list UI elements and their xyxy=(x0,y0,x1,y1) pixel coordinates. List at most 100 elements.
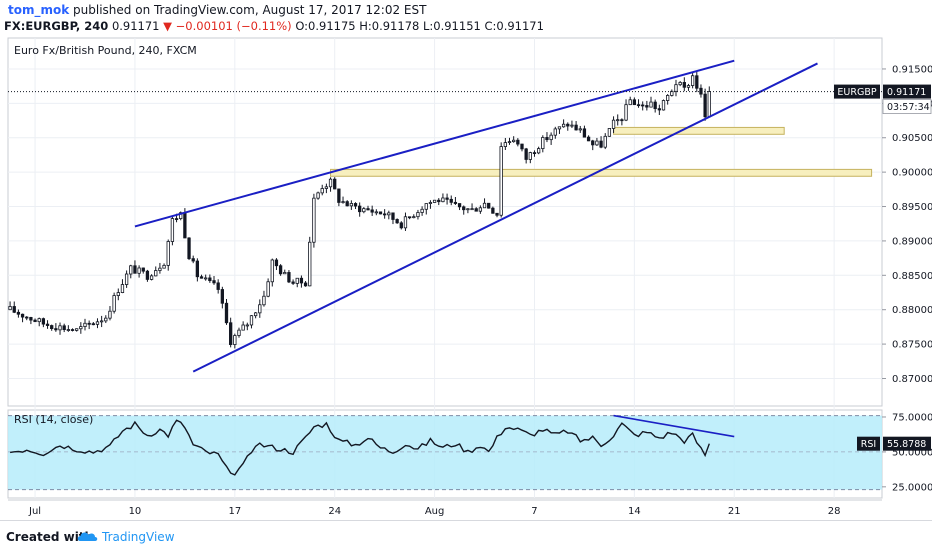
chart-canvas[interactable]: 0.915000.910000.905000.900000.895000.890… xyxy=(0,36,932,520)
candle-body[interactable] xyxy=(270,259,274,283)
candle-body[interactable] xyxy=(599,140,603,148)
candle-body[interactable] xyxy=(341,201,345,204)
tradingview-brand[interactable]: TradingView xyxy=(102,530,175,544)
candle-body[interactable] xyxy=(154,270,158,277)
candle-body[interactable] xyxy=(678,82,682,86)
candle-body[interactable] xyxy=(603,135,607,148)
candle-body[interactable] xyxy=(137,267,141,274)
candle-body[interactable] xyxy=(491,207,495,214)
candle-body[interactable] xyxy=(124,273,129,285)
candle-body[interactable] xyxy=(33,319,37,323)
candle-body[interactable] xyxy=(108,310,112,319)
candle-body[interactable] xyxy=(274,259,279,267)
candle-body[interactable] xyxy=(212,280,216,284)
candle-body[interactable] xyxy=(586,136,591,142)
candle-body[interactable] xyxy=(466,208,470,211)
candle-body[interactable] xyxy=(424,203,428,210)
candle-body[interactable] xyxy=(20,313,25,318)
candle-body[interactable] xyxy=(158,267,162,271)
candle-body[interactable] xyxy=(703,93,707,118)
candle-body[interactable] xyxy=(8,306,12,311)
candle-body[interactable] xyxy=(507,141,512,144)
candle-body[interactable] xyxy=(437,199,441,203)
candle-body[interactable] xyxy=(54,328,58,331)
candle-body[interactable] xyxy=(133,265,137,274)
candle-body[interactable] xyxy=(262,295,266,306)
candle-body[interactable] xyxy=(428,202,433,204)
wedge-trendline[interactable] xyxy=(192,62,818,373)
price-pane[interactable] xyxy=(7,37,883,407)
candle-body[interactable] xyxy=(187,237,191,260)
candle-body[interactable] xyxy=(653,101,657,110)
candle-body[interactable] xyxy=(674,84,678,92)
candle-body[interactable] xyxy=(174,218,179,220)
candle-body[interactable] xyxy=(595,140,599,146)
candle-body[interactable] xyxy=(162,264,166,269)
candle-body[interactable] xyxy=(482,202,487,209)
candle-body[interactable] xyxy=(378,211,383,215)
candle-body[interactable] xyxy=(12,306,16,313)
candle-body[interactable] xyxy=(79,326,83,330)
candle-body[interactable] xyxy=(487,202,491,209)
candle-body[interactable] xyxy=(524,148,528,160)
candle-body[interactable] xyxy=(149,275,154,280)
candle-body[interactable] xyxy=(253,312,258,317)
candle-body[interactable] xyxy=(50,325,54,329)
candle-body[interactable] xyxy=(95,321,100,325)
candle-body[interactable] xyxy=(120,284,125,293)
candle-body[interactable] xyxy=(308,241,312,287)
candle-body[interactable] xyxy=(536,148,541,154)
candle-body[interactable] xyxy=(578,128,582,131)
candle-body[interactable] xyxy=(41,318,46,325)
candle-body[interactable] xyxy=(574,124,578,131)
candle-body[interactable] xyxy=(611,119,616,129)
candle-body[interactable] xyxy=(420,208,424,213)
candle-body[interactable] xyxy=(499,146,503,216)
candle-body[interactable] xyxy=(591,140,595,146)
candle-body[interactable] xyxy=(316,192,320,199)
candle-body[interactable] xyxy=(387,212,391,216)
candle-body[interactable] xyxy=(532,152,537,155)
candle-body[interactable] xyxy=(353,203,358,207)
candle-body[interactable] xyxy=(349,203,354,207)
candle-body[interactable] xyxy=(682,82,686,88)
candle-body[interactable] xyxy=(561,123,566,128)
candle-body[interactable] xyxy=(399,222,403,229)
candle-body[interactable] xyxy=(70,329,75,331)
rsi-divergence-line[interactable] xyxy=(613,414,735,438)
candle-body[interactable] xyxy=(25,316,29,319)
candle-body[interactable] xyxy=(245,324,249,327)
candle-body[interactable] xyxy=(666,95,670,101)
candle-body[interactable] xyxy=(441,197,445,203)
candle-body[interactable] xyxy=(66,329,70,331)
candle-body[interactable] xyxy=(690,75,695,86)
candle-body[interactable] xyxy=(649,101,653,108)
support-zone[interactable] xyxy=(613,126,785,135)
candle-body[interactable] xyxy=(166,241,170,266)
candle-body[interactable] xyxy=(512,139,516,143)
candle-body[interactable] xyxy=(87,322,91,325)
candle-body[interactable] xyxy=(104,317,108,322)
candle-body[interactable] xyxy=(183,212,187,239)
candle-body[interactable] xyxy=(695,75,699,89)
candle-body[interactable] xyxy=(520,143,524,150)
candle-body[interactable] xyxy=(686,85,691,88)
candle-body[interactable] xyxy=(416,212,420,218)
candle-body[interactable] xyxy=(195,260,200,278)
candle-body[interactable] xyxy=(403,216,408,229)
candle-body[interactable] xyxy=(229,322,233,345)
candle-body[interactable] xyxy=(303,282,308,287)
candle-body[interactable] xyxy=(237,329,241,336)
candle-body[interactable] xyxy=(374,211,378,214)
candle-body[interactable] xyxy=(620,119,624,122)
candle-body[interactable] xyxy=(278,265,283,275)
candle-body[interactable] xyxy=(249,315,254,326)
candle-body[interactable] xyxy=(407,216,412,219)
candle-body[interactable] xyxy=(141,267,145,272)
candle-body[interactable] xyxy=(299,277,304,284)
candle-body[interactable] xyxy=(503,142,507,147)
candle-body[interactable] xyxy=(641,104,645,107)
candle-body[interactable] xyxy=(216,282,220,290)
candle-body[interactable] xyxy=(707,91,711,118)
candle-body[interactable] xyxy=(16,311,21,315)
